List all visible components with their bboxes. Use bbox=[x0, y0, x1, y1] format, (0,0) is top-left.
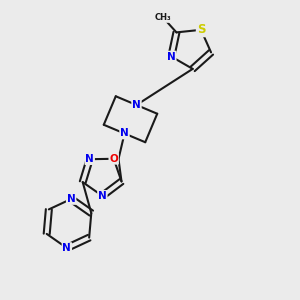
Text: S: S bbox=[197, 23, 205, 36]
Text: N: N bbox=[167, 52, 176, 61]
Text: N: N bbox=[62, 243, 71, 253]
Text: CH₃: CH₃ bbox=[155, 14, 172, 22]
Text: N: N bbox=[85, 154, 94, 164]
Text: N: N bbox=[132, 100, 141, 110]
Text: N: N bbox=[98, 191, 107, 201]
Text: N: N bbox=[120, 128, 129, 139]
Text: O: O bbox=[109, 154, 118, 164]
Text: N: N bbox=[67, 194, 76, 204]
